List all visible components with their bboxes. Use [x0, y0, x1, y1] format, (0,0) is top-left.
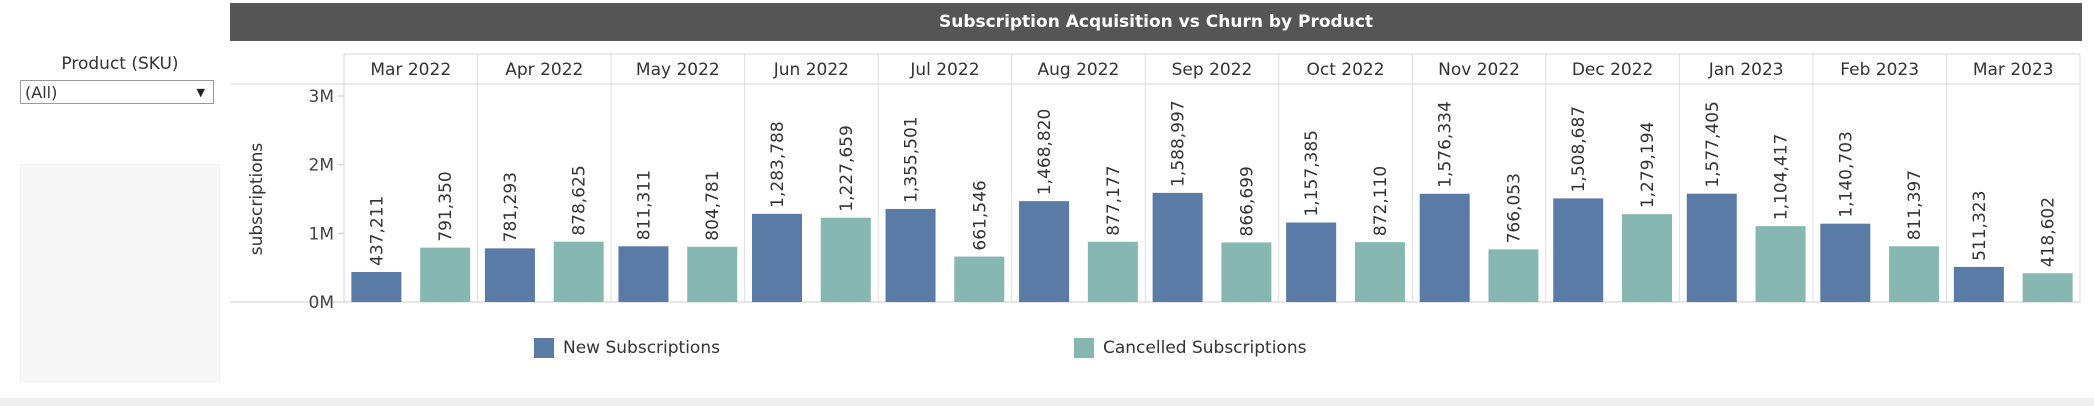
bar-cancelled-subscriptions: [687, 246, 738, 302]
x-category-label: Mar 2023: [1973, 60, 2054, 80]
x-category-label: Mar 2022: [370, 60, 451, 80]
bar-value-label: 804,781: [703, 170, 723, 240]
bar-cancelled-subscriptions: [1889, 246, 1940, 302]
bar-new-subscriptions: [752, 213, 802, 302]
bar-value-label: 1,104,417: [1772, 134, 1792, 221]
bar-value-label: 877,177: [1104, 165, 1124, 235]
x-category-label: Nov 2022: [1438, 60, 1520, 80]
x-category-label: Oct 2022: [1307, 60, 1385, 80]
x-category-label: May 2022: [636, 60, 720, 80]
legend-swatch-new: [534, 338, 554, 358]
bar-cancelled-subscriptions: [2022, 273, 2073, 302]
x-category-label: Apr 2022: [505, 60, 583, 80]
y-axis-title: subscriptions: [247, 143, 267, 256]
bar-value-label: 811,311: [634, 170, 654, 240]
bar-cancelled-subscriptions: [1622, 214, 1672, 302]
bar-new-subscriptions: [1953, 266, 2004, 302]
bar-value-label: 811,397: [1905, 170, 1925, 240]
bar-new-subscriptions: [1152, 192, 1203, 302]
bar-value-label: 511,323: [1970, 191, 1990, 261]
bar-cancelled-subscriptions: [420, 247, 471, 302]
x-category-label: Jan 2023: [1708, 60, 1784, 80]
bar-value-label: 781,293: [501, 172, 521, 242]
bar-new-subscriptions: [1686, 193, 1737, 302]
bar-value-label: 878,625: [570, 165, 590, 235]
product-dropdown-value: (All): [25, 83, 58, 102]
bar-value-label: 437,211: [367, 196, 387, 266]
legend-label-new: New Subscriptions: [563, 338, 720, 358]
bar-cancelled-subscriptions: [1354, 242, 1405, 302]
bottom-band: [0, 398, 2094, 406]
bar-value-label: 418,602: [2039, 197, 2059, 267]
y-tick-label: 3M: [309, 87, 334, 107]
y-tick-label: 1M: [309, 224, 334, 244]
bar-value-label: 1,140,703: [1836, 131, 1856, 218]
bar-new-subscriptions: [351, 271, 402, 302]
bar-cancelled-subscriptions: [553, 241, 604, 302]
bar-value-label: 1,508,687: [1569, 106, 1589, 193]
bar-value-label: 1,468,820: [1035, 109, 1055, 196]
bar-new-subscriptions: [885, 208, 936, 302]
x-category-label: Dec 2022: [1572, 60, 1654, 80]
empty-side-panel: [20, 164, 220, 382]
bar-value-label: 1,355,501: [902, 116, 922, 203]
bar-value-label: 1,577,405: [1703, 101, 1723, 188]
bar-value-label: 1,576,334: [1436, 101, 1456, 188]
bar-new-subscriptions: [1419, 193, 1470, 302]
product-filter: Product (SKU) (All) ▼: [20, 54, 220, 104]
chevron-down-icon[interactable]: ▼: [196, 86, 205, 99]
x-category-label: Sep 2022: [1172, 60, 1253, 80]
y-tick-label: 2M: [309, 156, 334, 176]
bar-value-label: 766,053: [1504, 173, 1524, 243]
legend-label-cancelled: Cancelled Subscriptions: [1103, 338, 1307, 358]
bar-cancelled-subscriptions: [1087, 241, 1138, 302]
bar-new-subscriptions: [1820, 223, 1871, 302]
bar-value-label: 872,110: [1371, 166, 1391, 236]
bar-new-subscriptions: [484, 248, 535, 302]
bar-cancelled-subscriptions: [1755, 226, 1806, 302]
x-category-label: Jun 2022: [773, 60, 849, 80]
legend-item-new[interactable]: New Subscriptions: [534, 338, 720, 358]
legend-item-cancelled[interactable]: Cancelled Subscriptions: [1074, 338, 1306, 358]
bar-new-subscriptions: [1553, 198, 1604, 302]
bar-cancelled-subscriptions: [1488, 249, 1539, 302]
x-category-label: Aug 2022: [1038, 60, 1120, 80]
bar-value-label: 1,157,385: [1302, 130, 1322, 217]
x-category-label: Feb 2023: [1840, 60, 1919, 80]
legend-swatch-cancelled: [1074, 338, 1094, 358]
bar-new-subscriptions: [618, 246, 669, 302]
bar-cancelled-subscriptions: [1221, 242, 1272, 302]
x-category-label: Jul 2022: [909, 60, 979, 80]
bar-value-label: 791,350: [436, 171, 456, 241]
bar-value-label: 1,588,997: [1169, 100, 1189, 187]
bar-cancelled-subscriptions: [820, 217, 871, 302]
y-tick-label: 0M: [309, 293, 334, 313]
filter-title: Product (SKU): [61, 54, 179, 74]
bar-value-label: 1,227,659: [837, 125, 857, 212]
bar-value-label: 1,279,194: [1638, 122, 1658, 209]
bar-new-subscriptions: [1286, 222, 1337, 302]
bar-value-label: 866,699: [1237, 166, 1257, 236]
bar-cancelled-subscriptions: [954, 256, 1005, 302]
bar-value-label: 661,546: [970, 180, 990, 250]
bar-value-label: 1,283,788: [768, 121, 788, 208]
chart-title: Subscription Acquisition vs Churn by Pro…: [230, 3, 2082, 41]
product-dropdown[interactable]: (All) ▼: [20, 80, 214, 104]
bar-new-subscriptions: [1019, 201, 1070, 302]
